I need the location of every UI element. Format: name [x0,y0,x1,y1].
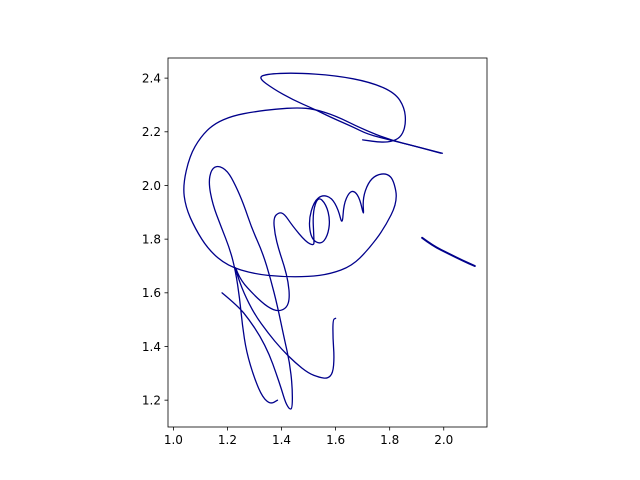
series-line-1 [183,107,444,379]
axes-frame [167,57,488,428]
x-tick-label: 1.0 [164,433,183,447]
y-tick-label: 1.4 [142,340,161,354]
x-tick-label: 1.2 [218,433,237,447]
y-axis: 1.2 1.4 1.6 1.8 2.0 2.2 2.4 [142,71,168,407]
y-tick-label: 2.4 [142,71,161,85]
plot-lines [183,72,476,410]
x-tick-label: 1.6 [326,433,345,447]
x-tick-label: 1.8 [380,433,399,447]
series-line-4 [421,236,476,267]
series-line-2 [260,72,442,154]
x-tick-label: 1.4 [272,433,291,447]
y-tick-label: 2.2 [142,125,161,139]
y-tick-label: 2.0 [142,179,161,193]
x-tick-label: 2.0 [434,433,453,447]
x-axis: 1.0 1.2 1.4 1.6 1.8 2.0 [164,427,453,447]
y-tick-label: 1.8 [142,232,161,246]
y-tick-label: 1.2 [142,393,161,407]
series-line-3 [208,165,294,410]
y-tick-label: 1.6 [142,286,161,300]
